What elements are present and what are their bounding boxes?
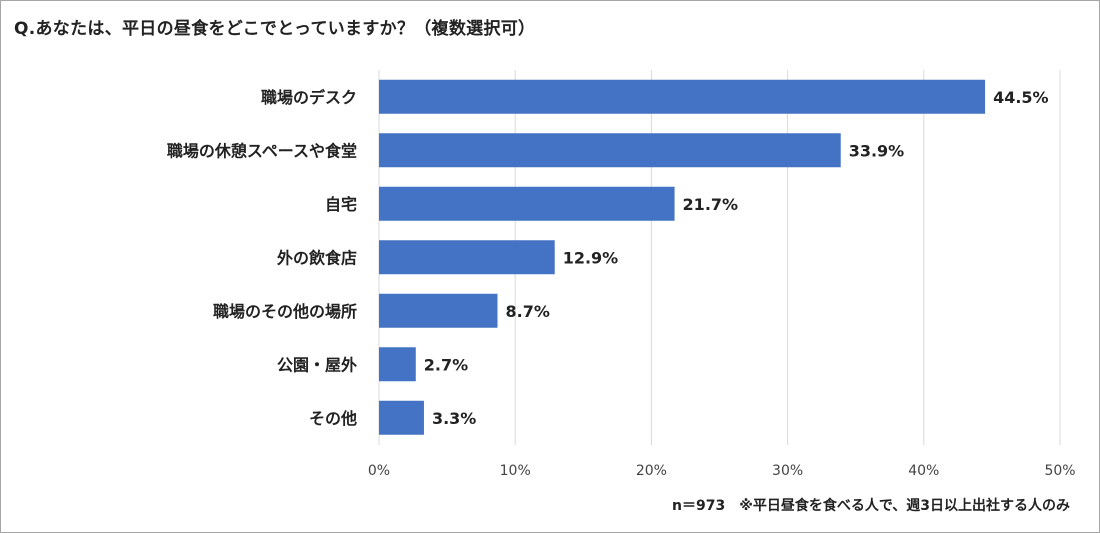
bar xyxy=(379,400,424,435)
x-tick-label: 40% xyxy=(908,463,939,479)
bar xyxy=(379,133,841,168)
x-tick-label: 30% xyxy=(772,463,803,479)
bar xyxy=(379,79,986,114)
category-label: 外の飲食店 xyxy=(276,248,357,267)
data-label: 3.3% xyxy=(432,409,476,428)
category-label: 職場のその他の場所 xyxy=(213,302,357,321)
x-tick-label: 50% xyxy=(1044,463,1075,479)
bar xyxy=(379,186,675,221)
category-label: その他 xyxy=(309,409,357,428)
data-label: 8.7% xyxy=(505,302,549,321)
data-label: 12.9% xyxy=(563,248,619,267)
bar xyxy=(379,240,555,275)
category-label: 職場のデスク xyxy=(261,88,357,107)
data-label: 21.7% xyxy=(683,195,739,214)
chart-title: Q.あなたは、平日の昼食をどこでとっていますか？（複数選択可） xyxy=(14,19,536,39)
data-label: 33.9% xyxy=(849,141,905,160)
category-label: 職場の休憩スペースや食堂 xyxy=(167,141,357,160)
data-label: 44.5% xyxy=(993,88,1049,107)
sample-note: n＝973 ※平日昼食を食べる人で、週3日以上出社する人のみ xyxy=(672,498,1070,514)
x-tick-label: 0% xyxy=(368,463,390,479)
bar xyxy=(379,347,416,382)
category-label: 自宅 xyxy=(325,195,357,214)
data-label: 2.7% xyxy=(424,355,468,374)
x-tick-label: 10% xyxy=(500,463,531,479)
x-tick-label: 20% xyxy=(636,463,667,479)
bar xyxy=(379,293,498,328)
category-label: 公園・屋外 xyxy=(277,355,357,374)
